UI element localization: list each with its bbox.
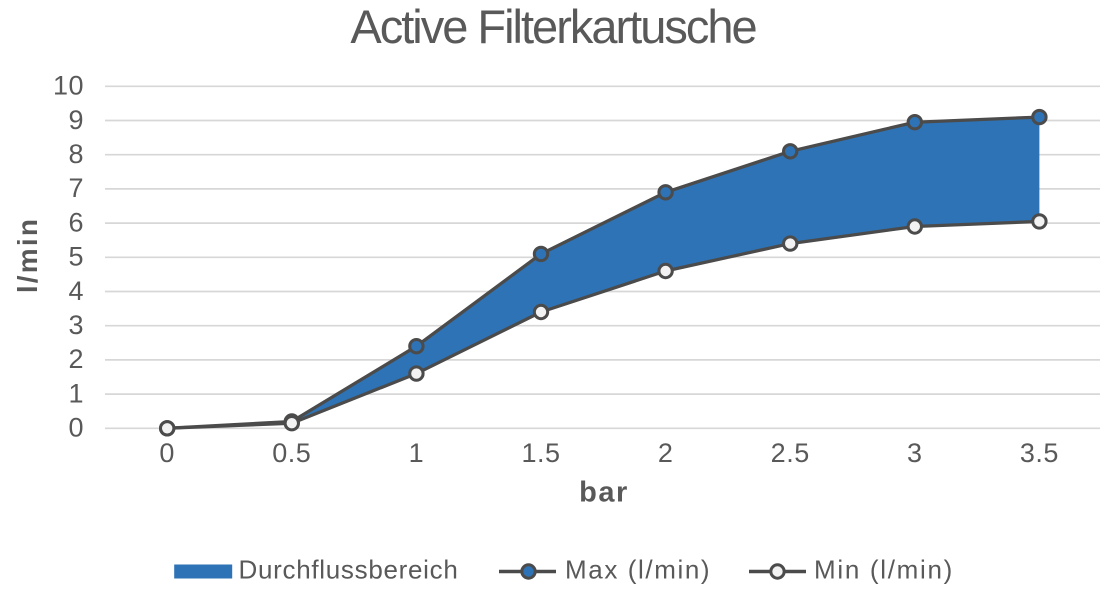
svg-text:0: 0 bbox=[159, 438, 175, 468]
svg-text:3: 3 bbox=[68, 310, 84, 340]
svg-text:Durchflussbereich: Durchflussbereich bbox=[239, 555, 459, 585]
svg-text:3: 3 bbox=[907, 438, 923, 468]
svg-text:2: 2 bbox=[68, 344, 84, 374]
svg-text:Active Filterkartusche: Active Filterkartusche bbox=[350, 0, 756, 53]
svg-text:2: 2 bbox=[658, 438, 674, 468]
svg-text:1.5: 1.5 bbox=[521, 438, 560, 468]
svg-text:1: 1 bbox=[68, 378, 84, 408]
svg-text:1: 1 bbox=[409, 438, 425, 468]
svg-text:0: 0 bbox=[68, 413, 84, 443]
svg-text:l/min: l/min bbox=[12, 217, 43, 293]
svg-text:Min (l/min): Min (l/min) bbox=[814, 555, 954, 585]
svg-text:5: 5 bbox=[68, 242, 84, 272]
svg-text:3.5: 3.5 bbox=[1020, 438, 1059, 468]
svg-text:4: 4 bbox=[68, 276, 84, 306]
svg-text:9: 9 bbox=[68, 105, 84, 135]
svg-text:Max (l/min): Max (l/min) bbox=[565, 555, 711, 585]
svg-text:10: 10 bbox=[53, 71, 84, 101]
svg-text:0.5: 0.5 bbox=[272, 438, 311, 468]
svg-text:7: 7 bbox=[68, 173, 84, 203]
svg-text:8: 8 bbox=[68, 139, 84, 169]
svg-text:2.5: 2.5 bbox=[771, 438, 810, 468]
svg-text:bar: bar bbox=[579, 477, 629, 509]
svg-text:6: 6 bbox=[68, 207, 84, 237]
